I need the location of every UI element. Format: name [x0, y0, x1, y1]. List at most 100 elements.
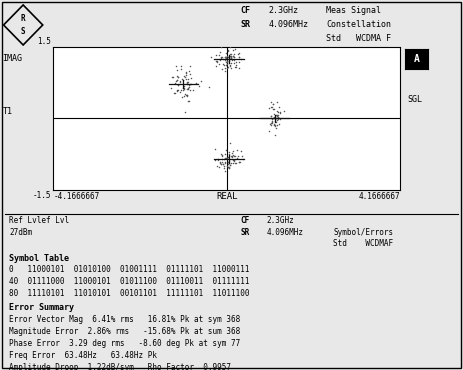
Point: [232, 60, 240, 65]
Point: [275, 112, 282, 118]
Point: [227, 56, 234, 62]
Point: [183, 94, 191, 100]
Point: [227, 54, 235, 60]
Text: A: A: [414, 54, 419, 64]
Point: [212, 146, 219, 152]
Point: [232, 62, 239, 68]
Point: [271, 115, 279, 121]
Point: [219, 56, 226, 62]
Point: [229, 53, 237, 59]
Point: [172, 80, 179, 86]
Point: [178, 76, 185, 82]
Point: [219, 54, 226, 60]
Point: [225, 58, 233, 64]
Point: [173, 77, 181, 83]
Point: [179, 87, 186, 93]
Point: [227, 60, 234, 66]
Point: [195, 83, 202, 89]
Point: [175, 74, 182, 80]
Point: [228, 155, 235, 161]
Point: [234, 51, 242, 57]
Point: [170, 90, 178, 95]
Text: REAL: REAL: [216, 192, 238, 201]
Point: [276, 110, 284, 116]
Point: [226, 61, 234, 67]
Point: [274, 112, 281, 118]
Point: [222, 147, 230, 153]
Point: [187, 87, 194, 93]
Text: T1: T1: [2, 107, 13, 115]
Point: [236, 54, 243, 60]
Text: SR: SR: [241, 228, 250, 236]
Point: [228, 55, 235, 61]
Text: SR: SR: [241, 20, 251, 28]
Point: [177, 63, 185, 69]
Point: [267, 120, 275, 126]
Point: [217, 161, 225, 167]
Text: Ref Lvlef Lvl: Ref Lvlef Lvl: [9, 216, 69, 225]
Point: [270, 106, 278, 112]
Point: [227, 51, 235, 57]
Text: 0   11000101  01010100  01001111  01111101  11000111: 0 11000101 01010100 01001111 01111101 11…: [9, 265, 250, 275]
Point: [213, 163, 221, 169]
Point: [183, 81, 190, 87]
Point: [198, 78, 205, 84]
Text: 80  11110101  11010101  00101101  11111101  11011100: 80 11110101 11010101 00101101 11111101 1…: [9, 289, 250, 298]
Point: [224, 154, 232, 160]
Point: [172, 78, 180, 84]
Text: -1.5: -1.5: [32, 191, 51, 199]
Point: [224, 155, 231, 161]
Point: [221, 54, 229, 60]
Point: [268, 113, 275, 119]
Point: [273, 113, 281, 119]
Point: [224, 163, 231, 169]
Point: [182, 70, 190, 76]
Point: [225, 64, 232, 70]
Point: [266, 121, 274, 127]
Point: [220, 156, 228, 162]
Point: [225, 160, 232, 166]
Point: [181, 83, 188, 89]
Point: [274, 122, 281, 128]
Point: [273, 108, 280, 114]
Point: [182, 92, 189, 98]
Point: [232, 46, 239, 52]
Point: [219, 161, 226, 167]
Point: [176, 78, 184, 84]
Point: [221, 168, 229, 174]
Point: [178, 66, 185, 72]
Point: [230, 148, 237, 154]
Point: [185, 82, 193, 88]
Point: [232, 161, 239, 167]
Point: [268, 120, 275, 125]
Point: [221, 63, 228, 68]
Point: [225, 156, 232, 162]
Point: [226, 63, 233, 69]
Point: [174, 77, 181, 83]
Point: [185, 79, 192, 85]
Point: [212, 63, 219, 69]
Text: Constellation: Constellation: [326, 20, 391, 28]
Point: [276, 115, 284, 121]
Text: Phase Error  3.29 deg rms   -8.60 deg Pk at sym 77: Phase Error 3.29 deg rms -8.60 deg Pk at…: [9, 339, 240, 348]
Point: [231, 57, 238, 63]
Point: [272, 125, 280, 131]
Text: Magnitude Error  2.86% rms   -15.68% Pk at sum 368: Magnitude Error 2.86% rms -15.68% Pk at …: [9, 327, 240, 336]
Point: [268, 104, 275, 110]
Point: [269, 101, 276, 107]
Point: [225, 54, 232, 60]
Point: [223, 65, 231, 71]
Point: [187, 81, 194, 87]
Point: [275, 104, 283, 110]
Point: [230, 158, 238, 164]
Point: [270, 114, 278, 120]
Point: [268, 122, 275, 128]
Point: [232, 153, 239, 159]
Point: [233, 147, 240, 153]
Point: [215, 157, 222, 163]
Point: [176, 89, 184, 95]
Point: [269, 118, 276, 124]
Point: [185, 98, 192, 104]
Text: S: S: [21, 27, 25, 36]
Point: [227, 65, 235, 71]
